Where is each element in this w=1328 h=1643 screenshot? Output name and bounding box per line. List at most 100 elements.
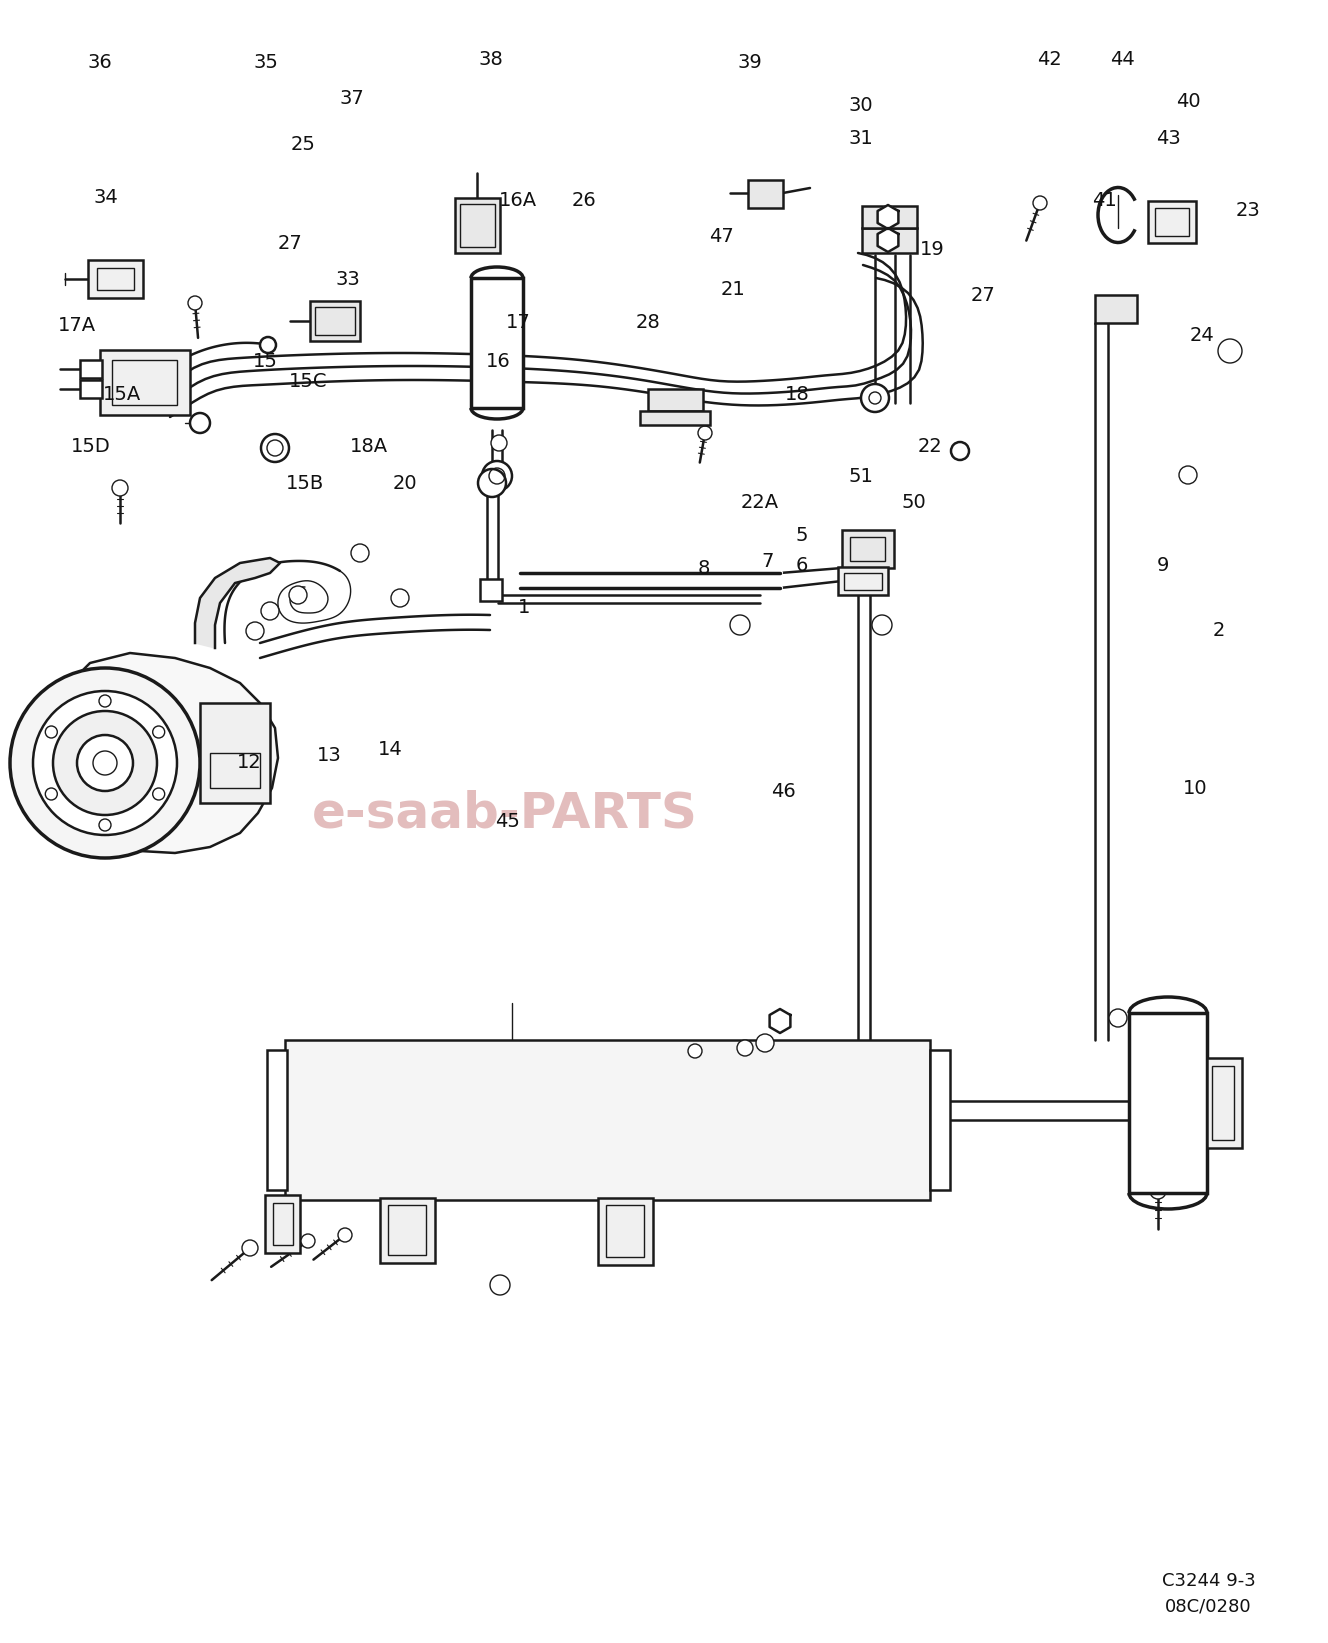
Text: 39: 39 (738, 53, 762, 72)
Circle shape (77, 734, 133, 790)
Text: 1: 1 (518, 598, 531, 618)
Text: 18A: 18A (351, 437, 388, 457)
Bar (1155, 209, 1189, 237)
Bar (648, 389, 703, 411)
Text: C3244 9-3: C3244 9-3 (1162, 1572, 1255, 1589)
Bar (100, 350, 190, 416)
Circle shape (153, 789, 165, 800)
Circle shape (1218, 338, 1242, 363)
Circle shape (951, 442, 969, 460)
Circle shape (53, 711, 157, 815)
Text: 13: 13 (317, 746, 341, 766)
Bar (88, 260, 143, 297)
Bar (862, 228, 918, 253)
Polygon shape (878, 228, 899, 251)
Polygon shape (195, 559, 280, 647)
Text: 15C: 15C (290, 371, 327, 391)
Circle shape (737, 1040, 753, 1056)
Bar (112, 360, 177, 406)
Circle shape (1179, 467, 1197, 485)
Circle shape (242, 1240, 258, 1255)
Text: 36: 36 (88, 53, 112, 72)
Circle shape (339, 1227, 352, 1242)
Text: 23: 23 (1236, 200, 1260, 220)
Bar (309, 301, 360, 342)
Text: 27: 27 (278, 233, 301, 253)
Text: 16A: 16A (499, 191, 537, 210)
Text: 44: 44 (1110, 49, 1134, 69)
Bar (930, 1050, 950, 1190)
Bar (315, 307, 355, 335)
Circle shape (490, 1275, 510, 1295)
Text: 42: 42 (1037, 49, 1061, 69)
Circle shape (290, 587, 307, 605)
Text: 25: 25 (291, 135, 315, 154)
Text: 35: 35 (254, 53, 278, 72)
Bar (274, 1203, 293, 1245)
Bar (201, 703, 270, 803)
Text: 18: 18 (785, 384, 809, 404)
Circle shape (351, 544, 369, 562)
Circle shape (112, 480, 127, 496)
Text: 26: 26 (572, 191, 596, 210)
Circle shape (1150, 1183, 1166, 1199)
Text: 33: 33 (336, 269, 360, 289)
Circle shape (301, 1234, 315, 1249)
Text: 47: 47 (709, 227, 733, 246)
Text: 38: 38 (479, 49, 503, 69)
Bar (456, 199, 501, 253)
Text: 22A: 22A (741, 493, 778, 513)
Circle shape (482, 462, 513, 491)
Bar (1096, 296, 1137, 324)
Bar (459, 204, 495, 246)
Text: 20: 20 (393, 473, 417, 493)
Circle shape (11, 669, 201, 858)
Circle shape (688, 1043, 703, 1058)
Bar (266, 1194, 300, 1254)
Circle shape (861, 384, 888, 412)
Circle shape (246, 623, 264, 641)
Circle shape (1033, 196, 1046, 210)
Text: 15A: 15A (104, 384, 141, 404)
Bar (267, 1050, 287, 1190)
Circle shape (100, 695, 112, 706)
Bar (388, 1204, 426, 1255)
Text: 43: 43 (1157, 128, 1181, 148)
Bar (1212, 1066, 1234, 1140)
Text: 27: 27 (971, 286, 995, 306)
Bar (598, 1198, 653, 1265)
Bar (210, 752, 260, 789)
Text: 45: 45 (495, 812, 519, 831)
Text: 6: 6 (795, 555, 809, 575)
Text: 5: 5 (795, 526, 809, 545)
Circle shape (1109, 1009, 1127, 1027)
Bar (479, 578, 502, 601)
Text: 17A: 17A (58, 315, 96, 335)
Bar (1147, 200, 1197, 243)
Text: e-saab-PARTS: e-saab-PARTS (312, 789, 697, 838)
Bar (97, 268, 134, 291)
Bar (606, 1204, 644, 1257)
Bar (838, 567, 888, 595)
Polygon shape (770, 1009, 790, 1033)
Circle shape (33, 692, 177, 835)
Text: 37: 37 (340, 89, 364, 108)
Text: 34: 34 (94, 187, 118, 207)
Text: 50: 50 (902, 493, 926, 513)
Circle shape (699, 426, 712, 440)
Circle shape (491, 435, 507, 450)
Text: 19: 19 (920, 240, 944, 260)
Circle shape (45, 726, 57, 738)
Bar (1129, 1014, 1207, 1193)
Text: 30: 30 (849, 95, 872, 115)
Circle shape (390, 588, 409, 606)
Text: 31: 31 (849, 128, 872, 148)
Text: 21: 21 (721, 279, 745, 299)
Text: 41: 41 (1093, 191, 1117, 210)
Text: 40: 40 (1177, 92, 1201, 112)
Bar (380, 1198, 436, 1263)
Polygon shape (878, 205, 899, 228)
Text: 15B: 15B (287, 473, 324, 493)
Circle shape (478, 468, 506, 496)
Text: 22: 22 (918, 437, 942, 457)
